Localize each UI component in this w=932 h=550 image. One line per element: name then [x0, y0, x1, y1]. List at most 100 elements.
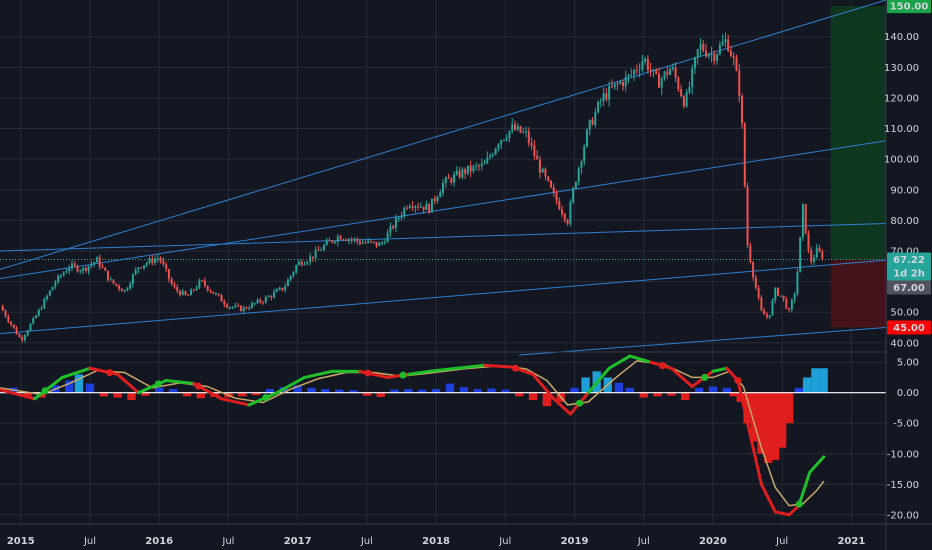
candle-body — [718, 45, 721, 55]
macd-line-segment — [33, 375, 64, 401]
candle-body — [148, 258, 151, 264]
candle-body — [777, 287, 780, 296]
histogram-bar — [23, 392, 32, 397]
candle-body — [757, 287, 760, 298]
candle-body — [226, 304, 229, 308]
trendline[interactable] — [0, 259, 887, 335]
price-tick-label: 130.00 — [884, 63, 919, 74]
crossover-dot — [262, 394, 270, 402]
stop-price-tag: 45.00 — [887, 320, 931, 335]
oscillator-pane — [0, 354, 886, 517]
candle-body — [583, 146, 586, 162]
candle-body — [436, 197, 439, 201]
oscillator-tick-label: 0.00 — [897, 388, 919, 399]
candle-body — [217, 293, 220, 296]
candle-body — [555, 192, 558, 202]
candle-body — [372, 241, 375, 243]
candle-body — [428, 203, 431, 213]
time-tick-label: 2017 — [284, 536, 312, 547]
candle-body — [322, 245, 325, 250]
histogram-bar — [743, 392, 752, 424]
candle-body — [73, 263, 76, 266]
candle-body — [425, 203, 428, 210]
crossover-dot — [41, 387, 49, 395]
crossover-dot — [106, 369, 114, 377]
candle-body — [469, 165, 472, 172]
candle-body — [547, 176, 550, 181]
candle-body — [176, 287, 179, 291]
candle-body — [563, 213, 566, 220]
candle-body — [203, 280, 206, 286]
candle-body — [361, 242, 364, 244]
candle-body — [242, 307, 245, 312]
macd-line-segment — [531, 372, 556, 401]
histogram-bar — [265, 389, 275, 393]
candle-body — [214, 293, 217, 295]
histogram-bar — [639, 392, 648, 398]
candle-body — [339, 236, 342, 240]
trendline[interactable] — [0, 140, 887, 280]
candle-body — [732, 56, 735, 58]
candle-body — [669, 69, 672, 75]
candle-body — [763, 310, 766, 315]
candle-body — [126, 288, 129, 291]
candle-body — [599, 100, 602, 102]
candle-body — [768, 315, 771, 318]
candle-body — [538, 159, 541, 173]
macd-line-segment — [607, 354, 632, 370]
candle-body — [500, 140, 503, 145]
macd-line-segment — [808, 455, 826, 474]
price-tick-label: 70.00 — [890, 246, 919, 257]
trendline[interactable] — [0, 222, 887, 252]
histogram-bar — [127, 392, 136, 401]
candle-body — [84, 267, 87, 271]
time-tick-label: Jul — [498, 536, 511, 547]
histogram-bar — [390, 389, 399, 393]
candle-body — [4, 310, 7, 317]
time-axis[interactable]: 2015 Jul 2016 Jul 2017 Jul 2018 Jul 2019 Jul 2020 J… — [7, 536, 865, 547]
candle-body — [549, 180, 552, 188]
candle-body — [508, 130, 511, 139]
candle-body — [453, 174, 456, 183]
candle-body — [342, 239, 345, 241]
trendline[interactable] — [0, 0, 887, 270]
candle-body — [638, 69, 641, 71]
trendline[interactable] — [519, 327, 887, 356]
target-zone[interactable] — [830, 6, 886, 260]
candle-body — [40, 308, 43, 310]
candle-body — [237, 305, 240, 307]
candle-body — [685, 92, 688, 107]
candle-body — [585, 129, 588, 147]
stop-price-tag-bg — [887, 320, 931, 335]
trendlines[interactable] — [0, 0, 887, 356]
candle-body — [10, 321, 13, 325]
candle-body — [641, 61, 644, 70]
long-position-zones[interactable] — [0, 6, 886, 328]
histogram-bar — [694, 387, 704, 393]
candle-body — [195, 287, 198, 290]
price-candles — [1, 32, 824, 343]
stop-zone[interactable] — [830, 259, 886, 328]
candle-body — [309, 256, 312, 262]
histogram-bar — [113, 392, 122, 398]
histogram-bar — [708, 386, 718, 393]
candle-body — [375, 241, 378, 246]
candle-body — [394, 217, 397, 228]
macd-line-segment — [164, 378, 196, 386]
price-tick-label: 50.00 — [890, 308, 919, 319]
candle-body — [303, 263, 306, 265]
candle-body — [32, 317, 35, 324]
candle-body — [245, 307, 248, 309]
time-tick-label: Jul — [775, 536, 788, 547]
entry-price-tag: 67.00 — [887, 280, 931, 295]
oscillator-axis[interactable]: 5.00 0.00 -5.00 -10.00 -15.00 -20.00 — [887, 358, 919, 522]
candle-body — [813, 257, 816, 262]
histogram-bar — [750, 392, 759, 442]
candle-body — [358, 241, 361, 244]
candle-body — [284, 286, 287, 291]
candle-body — [18, 334, 21, 338]
candle-body — [12, 324, 15, 328]
crossover-dot — [194, 382, 202, 390]
price-tick-label: 100.00 — [884, 155, 919, 166]
